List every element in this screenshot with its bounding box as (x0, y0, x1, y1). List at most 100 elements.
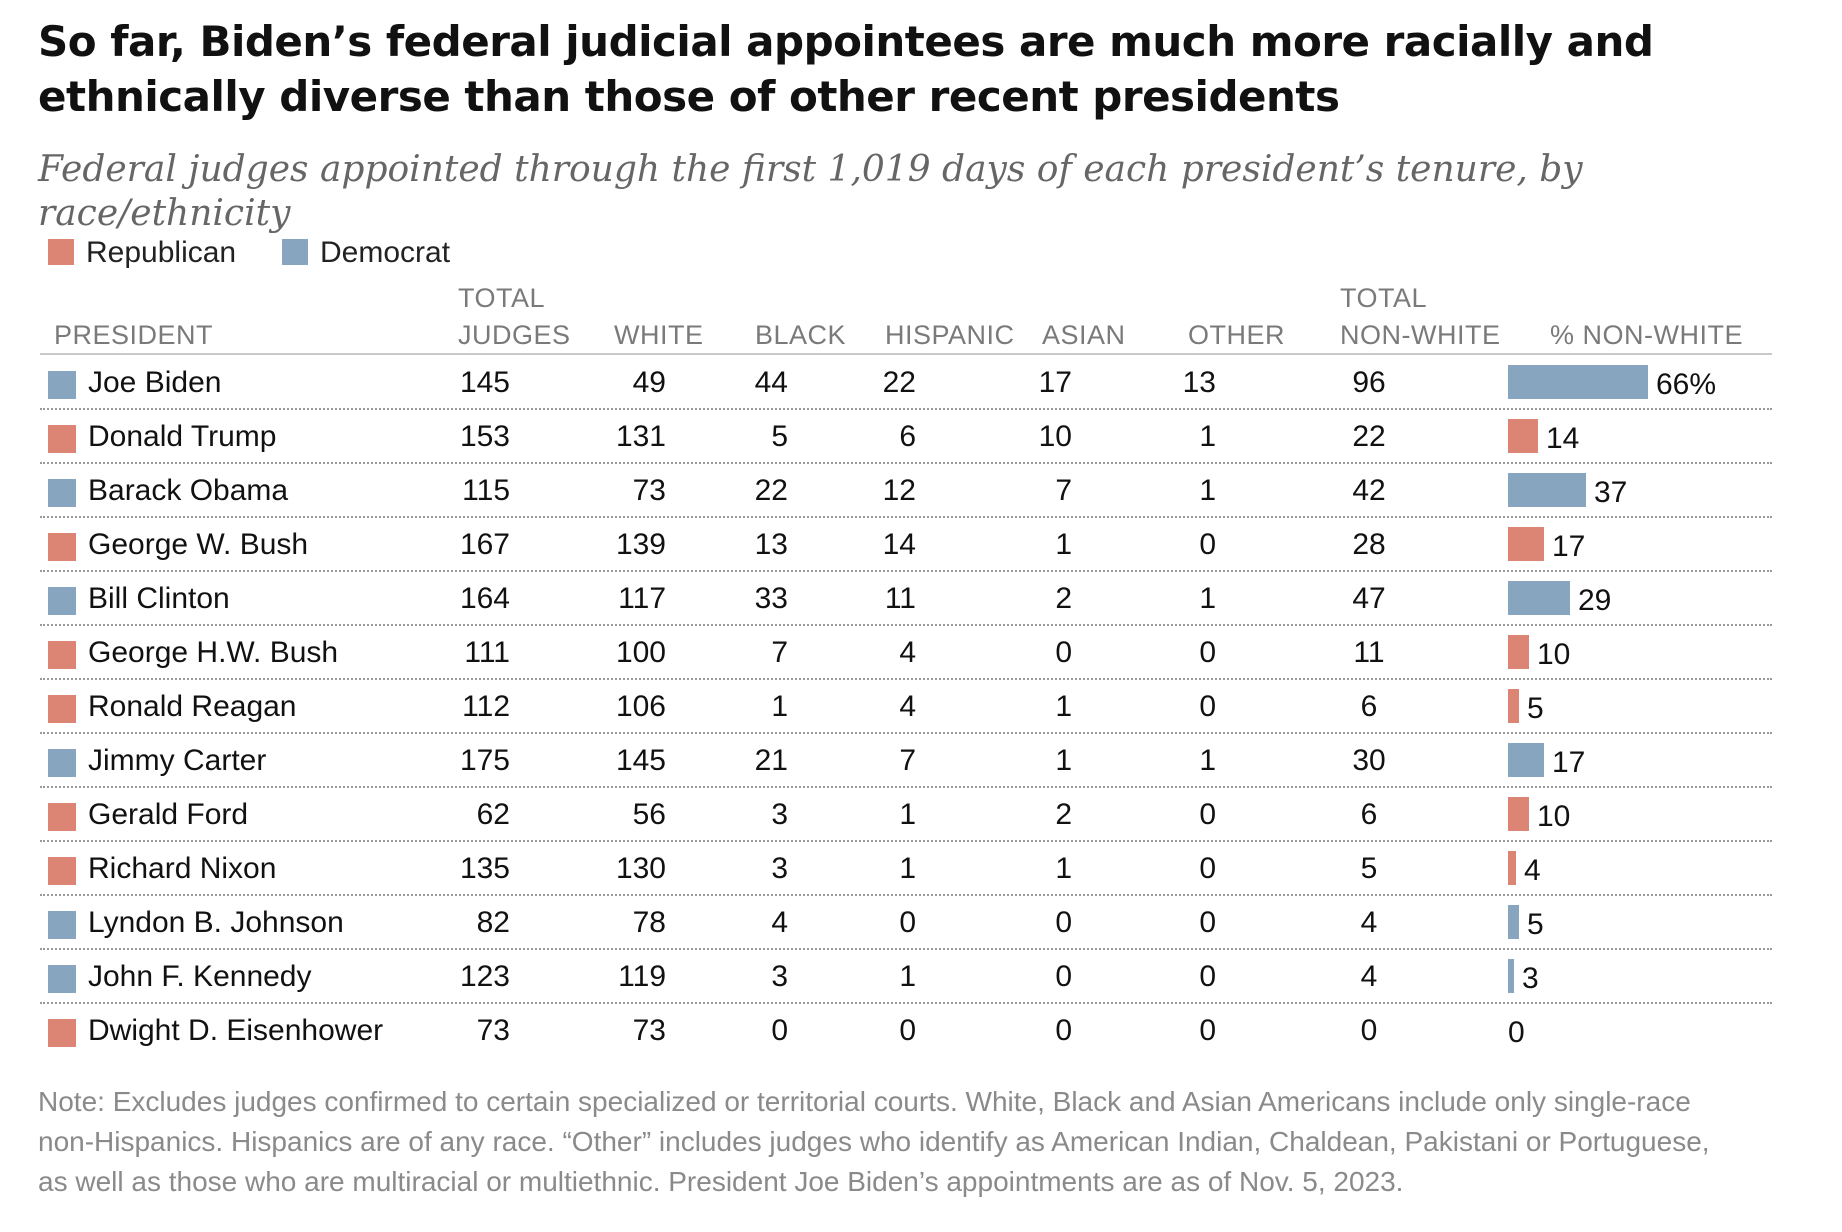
header-asian: ASIAN (1042, 320, 1126, 350)
pct-bar (1508, 527, 1544, 561)
cell-hispanic: 14 (882, 528, 916, 561)
chart-title: So far, Biden’s federal judicial appoint… (38, 17, 1654, 121)
cell-total-judges: 135 (459, 852, 510, 885)
cell-total-nonwhite: 0 (1360, 1014, 1378, 1047)
cell-asian: 7 (1055, 474, 1072, 507)
header-hispanic: HISPANIC (885, 320, 1015, 350)
cell-asian: 1 (1055, 744, 1072, 777)
cell-white: 106 (615, 690, 666, 723)
cell-white: 145 (615, 744, 666, 777)
cell-black: 3 (771, 960, 788, 993)
party-swatch (48, 1019, 76, 1047)
cell-white: 73 (632, 474, 666, 507)
header-total-judges-bottom: JUDGES (458, 320, 571, 350)
cell-total-nonwhite: 47 (1352, 582, 1386, 615)
cell-black: 21 (754, 744, 788, 777)
cell-president: George H.W. Bush (88, 636, 339, 669)
header-black: BLACK (755, 320, 847, 350)
header-total-nonwhite-top: TOTAL (1340, 283, 1428, 313)
pct-label: 17 (1552, 746, 1586, 779)
row-divider (40, 1002, 1772, 1004)
cell-asian: 2 (1055, 582, 1072, 615)
party-swatch (48, 533, 76, 561)
pct-bar (1508, 851, 1516, 885)
cell-other: 0 (1199, 690, 1216, 723)
cell-president: George W. Bush (88, 528, 309, 561)
row-divider (40, 516, 1772, 518)
cell-president: Lyndon B. Johnson (88, 906, 344, 939)
cell-white: 78 (632, 906, 666, 939)
table-row: Gerald Ford 62 56 3 1 2 0 6 10 (40, 788, 1772, 842)
cell-total-nonwhite: 6 (1360, 690, 1378, 723)
cell-white: 131 (615, 420, 666, 453)
cell-hispanic: 11 (884, 582, 916, 615)
cell-other: 0 (1199, 636, 1216, 669)
cell-total-nonwhite: 6 (1360, 798, 1378, 831)
pct-label: 5 (1527, 692, 1544, 725)
cell-hispanic: 22 (882, 366, 916, 399)
cell-hispanic: 7 (899, 744, 916, 777)
pct-label: 37 (1594, 476, 1628, 509)
row-divider (40, 570, 1772, 572)
row-divider (40, 678, 1772, 680)
pct-label: 66% (1656, 368, 1717, 401)
cell-president: Jimmy Carter (88, 744, 267, 777)
cell-total-judges: 123 (459, 960, 510, 993)
table-row: Barack Obama 115 73 22 12 7 1 42 37 (40, 464, 1772, 518)
pct-bar (1508, 797, 1529, 831)
cell-black: 44 (754, 366, 788, 399)
cell-hispanic: 1 (899, 960, 916, 993)
cell-other: 0 (1199, 960, 1216, 993)
table-row: Donald Trump 153 131 5 6 10 1 22 14 (40, 410, 1772, 464)
cell-white: 117 (618, 582, 666, 615)
pct-label: 3 (1522, 962, 1539, 995)
cell-total-judges: 112 (462, 690, 510, 723)
cell-president: Bill Clinton (88, 582, 230, 615)
header-total-nonwhite-bottom: NON-WHITE (1340, 320, 1501, 350)
cell-asian: 17 (1038, 366, 1072, 399)
pct-label: 10 (1537, 800, 1571, 833)
legend-swatch-democrat (282, 239, 308, 265)
header-other: OTHER (1188, 320, 1285, 350)
pct-label: 14 (1546, 422, 1580, 455)
pct-bar (1508, 905, 1519, 939)
cell-hispanic: 0 (899, 906, 916, 939)
legend-label-democrat: Democrat (320, 236, 451, 269)
cell-black: 13 (754, 528, 788, 561)
party-swatch (48, 695, 76, 723)
party-swatch (48, 479, 76, 507)
party-swatch (48, 641, 76, 669)
cell-asian: 0 (1055, 960, 1072, 993)
cell-total-judges: 145 (459, 366, 510, 399)
row-divider (40, 462, 1772, 464)
table-row: Jimmy Carter 175 145 21 7 1 1 30 17 (40, 734, 1772, 788)
cell-hispanic: 1 (899, 798, 916, 831)
cell-other: 1 (1199, 420, 1216, 453)
pct-bar (1508, 473, 1586, 507)
cell-total-judges: 115 (462, 474, 510, 507)
table-row: Lyndon B. Johnson 82 78 4 0 0 0 4 5 (40, 896, 1772, 950)
cell-black: 4 (771, 906, 788, 939)
cell-other: 0 (1199, 906, 1216, 939)
cell-total-nonwhite: 96 (1352, 366, 1386, 399)
table-row: George W. Bush 167 139 13 14 1 0 28 17 (40, 518, 1772, 572)
cell-total-judges: 167 (459, 528, 510, 561)
pct-bar (1508, 743, 1544, 777)
pct-label: 0 (1508, 1016, 1525, 1049)
cell-total-nonwhite: 5 (1360, 852, 1378, 885)
legend-item-republican: Republican (48, 236, 236, 270)
pct-label: 17 (1552, 530, 1586, 563)
cell-hispanic: 4 (899, 690, 916, 723)
cell-black: 3 (771, 798, 788, 831)
cell-white: 49 (632, 366, 666, 399)
cell-white: 119 (618, 960, 666, 993)
cell-asian: 2 (1055, 798, 1072, 831)
row-divider (40, 732, 1772, 734)
row-divider (40, 408, 1772, 410)
cell-other: 0 (1199, 1014, 1216, 1047)
cell-total-judges: 111 (464, 636, 510, 669)
table-row: Bill Clinton 164 117 33 11 2 1 47 29 (40, 572, 1772, 626)
cell-total-judges: 73 (476, 1014, 510, 1047)
cell-black: 0 (771, 1014, 788, 1047)
header-pct-nonwhite: % NON-WHITE (1550, 320, 1743, 350)
